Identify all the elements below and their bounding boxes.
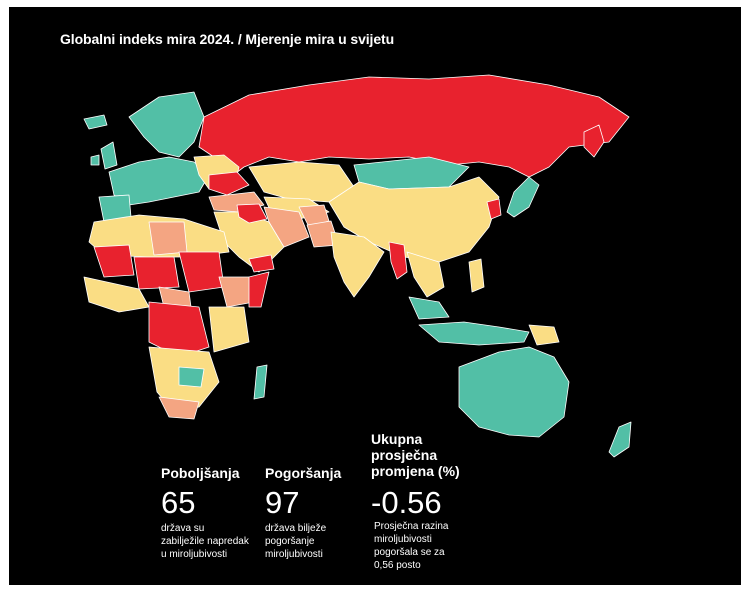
region-uk bbox=[100, 141, 118, 170]
region-indonesia bbox=[418, 321, 530, 346]
average-change-desc-line: Prosječna razina bbox=[374, 521, 449, 532]
region-iran bbox=[263, 206, 310, 248]
map-title: Globalni indeks mira 2024. / Mjerenje mi… bbox=[60, 31, 395, 47]
region-somalia bbox=[248, 271, 270, 308]
region-south-africa bbox=[158, 396, 200, 420]
deteriorations-description: država bilježe pogoršanje miroljubivosti bbox=[265, 522, 326, 561]
improvements-desc-line: država su bbox=[161, 523, 205, 534]
deteriorations-desc-line: država bilježe bbox=[265, 523, 327, 534]
region-syria-iraq bbox=[236, 203, 268, 224]
region-australia bbox=[458, 346, 570, 438]
region-ukraine bbox=[208, 171, 250, 196]
region-korea bbox=[486, 198, 502, 220]
region-east-africa bbox=[208, 306, 250, 353]
region-sahel-central bbox=[133, 256, 180, 290]
region-russia bbox=[198, 74, 630, 183]
improvements-desc-line: u miroljubivosti bbox=[161, 549, 228, 560]
average-change-label: Ukupna prosječna promjena (%) bbox=[371, 431, 460, 479]
region-yemen bbox=[248, 254, 275, 273]
average-change-desc-line: miroljubivosti bbox=[374, 534, 432, 545]
region-kamchatka bbox=[583, 124, 605, 158]
deteriorations-label: Pogoršanja bbox=[265, 465, 342, 481]
region-sahel-west bbox=[93, 244, 135, 278]
region-indochina bbox=[406, 251, 445, 298]
improvements-desc-line: zabilježile napredak bbox=[161, 536, 249, 547]
region-ireland bbox=[90, 154, 100, 166]
region-west-africa bbox=[83, 276, 150, 313]
region-japan bbox=[506, 176, 540, 218]
average-change-value: -0.56 bbox=[371, 485, 442, 520]
deteriorations-value: 97 bbox=[265, 485, 300, 520]
region-myanmar bbox=[388, 241, 408, 280]
average-change-desc-line: 0,56 posto bbox=[374, 560, 421, 571]
improvements-label: Poboljšanja bbox=[161, 465, 240, 481]
region-png bbox=[528, 324, 560, 346]
region-madagascar bbox=[253, 364, 268, 400]
world-peace-map bbox=[83, 74, 632, 458]
improvements-value: 65 bbox=[161, 485, 196, 520]
deteriorations-desc-line: pogoršanje bbox=[265, 536, 315, 547]
average-change-label-line: prosječna bbox=[371, 447, 438, 463]
average-change-label-line: Ukupna bbox=[371, 431, 423, 447]
region-libya bbox=[148, 221, 188, 256]
improvements-description: država su zabilježile napredak u mirolju… bbox=[161, 522, 249, 561]
region-sudan bbox=[178, 251, 225, 293]
average-change-desc-line: pogoršala se za bbox=[374, 547, 445, 558]
region-india bbox=[330, 231, 385, 298]
region-philippines bbox=[468, 258, 485, 293]
map-canvas: Globalni indeks mira 2024. / Mjerenje mi… bbox=[9, 7, 741, 585]
average-change-label-line: promjena (%) bbox=[371, 463, 460, 479]
region-scandinavia bbox=[128, 91, 205, 158]
region-malaysia bbox=[408, 296, 450, 320]
average-change-description: Prosječna razina miroljubivosti pogoršal… bbox=[374, 520, 448, 572]
region-iceland bbox=[83, 114, 108, 130]
region-new-zealand bbox=[608, 421, 632, 458]
region-botswana bbox=[178, 366, 205, 388]
deteriorations-desc-line: miroljubivosti bbox=[265, 549, 323, 560]
